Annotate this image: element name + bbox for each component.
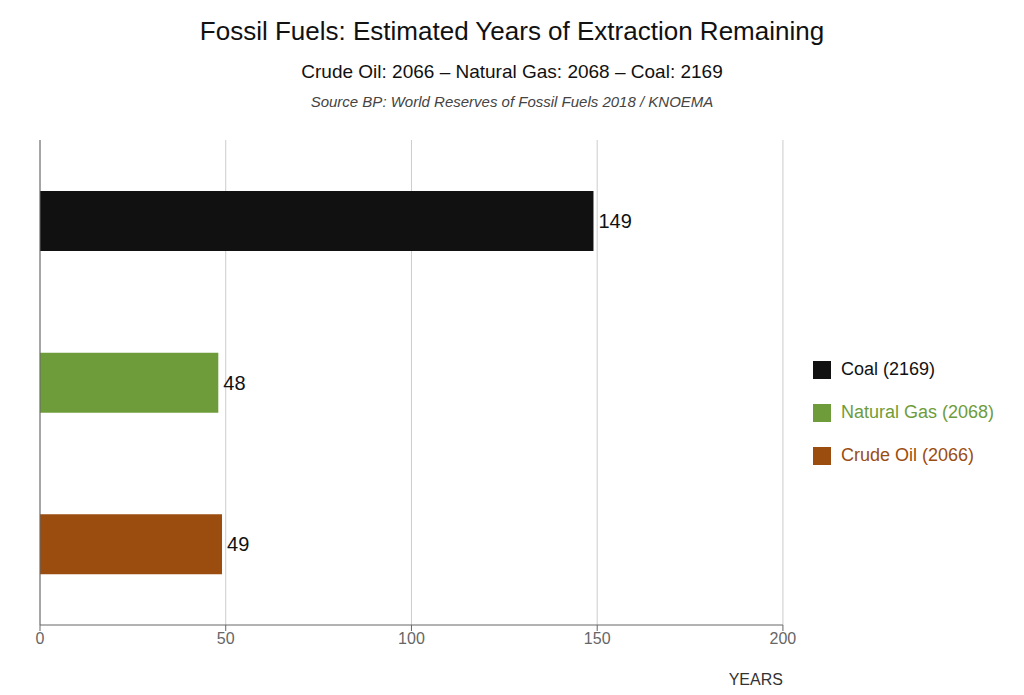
svg-text:50: 50 (217, 630, 235, 647)
html-text:Coal (2169): Coal (2169) (840, 359, 935, 379)
svg-text:149: 149 (598, 210, 631, 232)
svg-text:48: 48 (223, 372, 245, 394)
html-text:Natural Gas (2068): Natural Gas (2068) (840, 402, 994, 422)
svg-text:49: 49 (227, 533, 249, 555)
svg-text:100: 100 (398, 630, 425, 647)
html-text:Fossil Fuels: Estimated Years: Fossil Fuels: Estimated Years of Extract… (199, 16, 825, 46)
html-text:Crude Oil (2066): Crude Oil (2066) (840, 445, 974, 465)
html-text:Source BP: World Reserves of F: Source BP: World Reserves of Fossil Fuel… (310, 93, 714, 110)
svg-text:YEARS: YEARS (729, 671, 783, 688)
svg-text:150: 150 (584, 630, 611, 647)
svg-text:200: 200 (770, 630, 797, 647)
svg-text:0: 0 (36, 630, 45, 647)
html-text:Crude Oil: 2066 – Natural Gas:: Crude Oil: 2066 – Natural Gas: 2068 – Co… (301, 61, 723, 82)
